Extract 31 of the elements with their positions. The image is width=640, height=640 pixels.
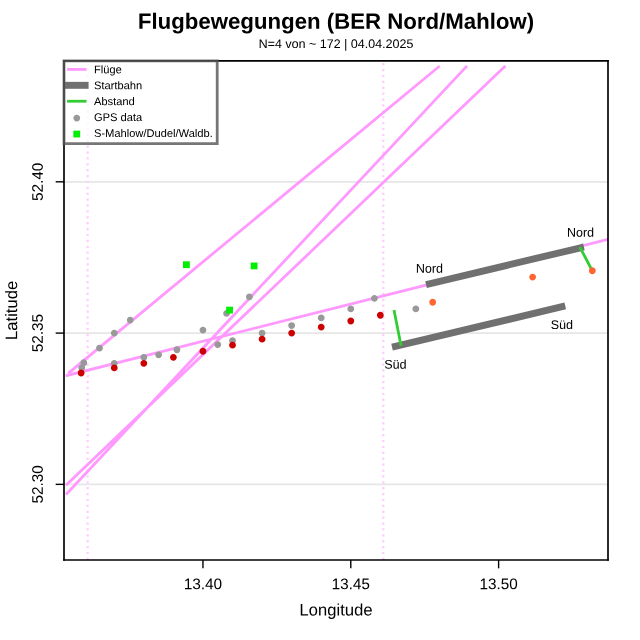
point bbox=[588, 267, 596, 275]
point bbox=[110, 329, 118, 337]
x-axis-title: Longitude bbox=[300, 603, 372, 619]
point bbox=[245, 293, 253, 301]
point bbox=[258, 335, 266, 343]
point bbox=[288, 322, 296, 329]
point bbox=[429, 298, 437, 306]
point bbox=[96, 344, 103, 352]
point bbox=[110, 364, 118, 372]
point bbox=[140, 359, 148, 367]
point bbox=[140, 353, 148, 361]
point bbox=[183, 261, 190, 269]
point bbox=[199, 347, 207, 355]
y-axis-title: Latitude bbox=[5, 281, 18, 339]
point bbox=[317, 323, 325, 331]
point bbox=[169, 353, 177, 361]
point bbox=[412, 305, 420, 313]
chart-title: Flugbewegungen (BER Nord/Mahlow) bbox=[139, 12, 534, 34]
point bbox=[376, 311, 384, 319]
point bbox=[347, 305, 355, 313]
point bbox=[214, 341, 222, 348]
point bbox=[250, 262, 258, 270]
point bbox=[80, 359, 88, 367]
point bbox=[126, 316, 134, 324]
point bbox=[371, 294, 378, 302]
point bbox=[288, 329, 296, 337]
point bbox=[317, 314, 325, 322]
point bbox=[347, 317, 355, 325]
point bbox=[155, 351, 163, 359]
point bbox=[529, 273, 537, 281]
point bbox=[173, 346, 181, 354]
